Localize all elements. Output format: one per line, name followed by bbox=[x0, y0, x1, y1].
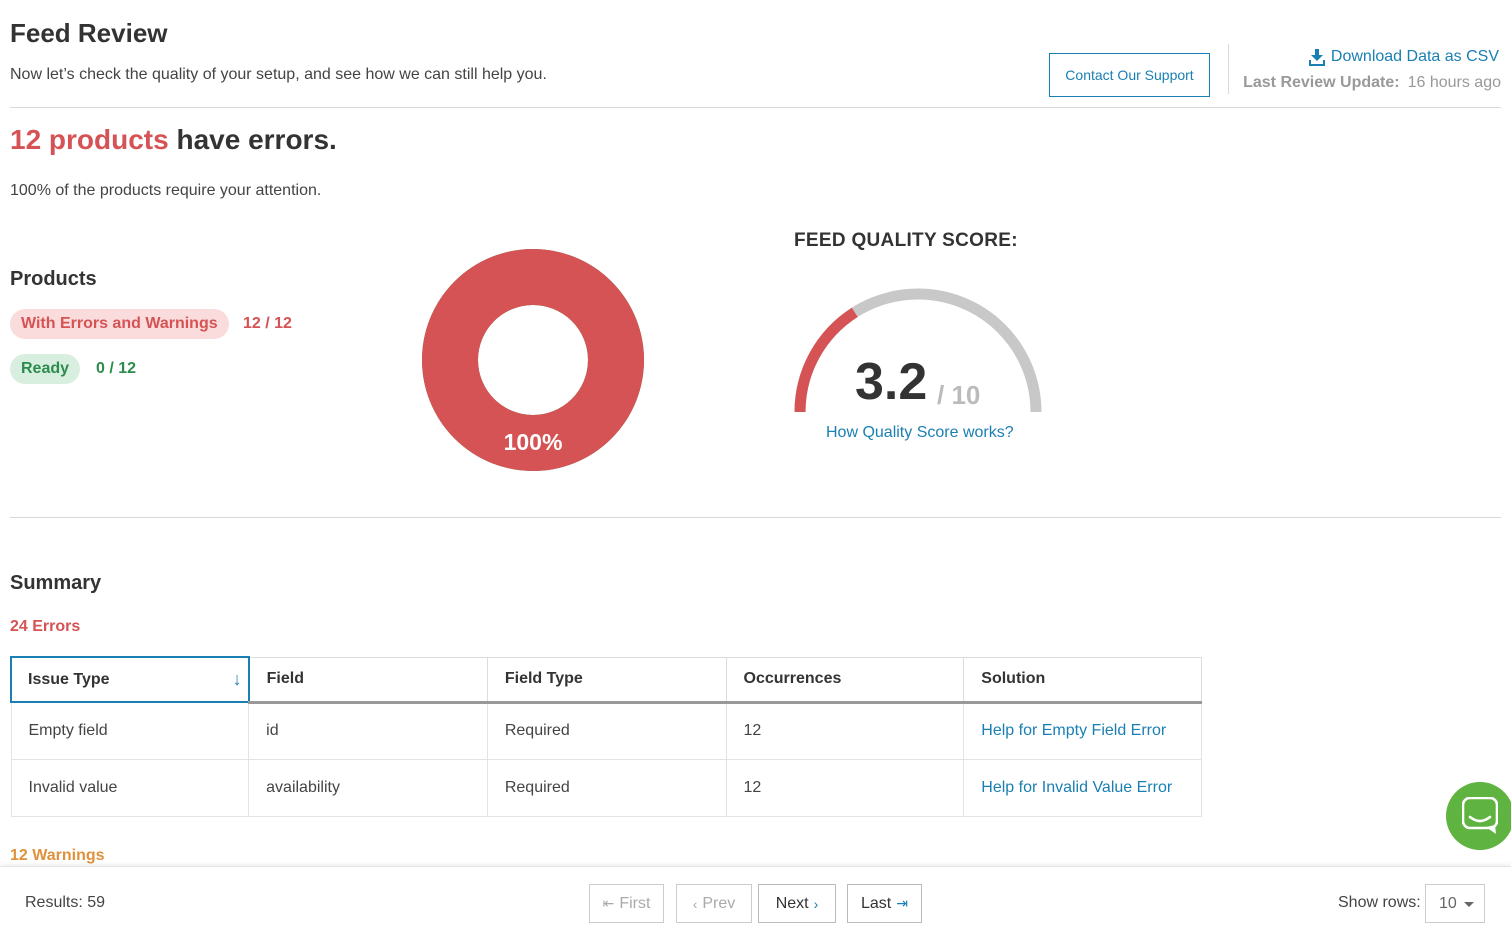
cell-field: id bbox=[248, 701, 488, 760]
donut-errors-ring bbox=[422, 249, 644, 471]
col-header-label: Issue Type bbox=[28, 670, 110, 688]
next-label: Next bbox=[775, 894, 809, 912]
last-review-value: 16 hours ago bbox=[1407, 74, 1501, 91]
summary-title: Summary bbox=[10, 572, 102, 594]
header-divider bbox=[1228, 44, 1229, 94]
col-header-field[interactable]: Field bbox=[248, 656, 488, 704]
cell-field-type: Required bbox=[486, 701, 727, 760]
prev-label: Prev bbox=[702, 894, 736, 912]
first-page-button[interactable]: ⇤ First bbox=[589, 884, 664, 923]
page-title: Feed Review bbox=[10, 18, 168, 48]
rows-per-page-value: 10 bbox=[1439, 894, 1457, 912]
show-rows-label: Show rows: bbox=[1338, 894, 1421, 911]
prev-page-button[interactable]: ‹ Prev bbox=[676, 884, 752, 923]
cell-occurrences: 12 bbox=[725, 701, 965, 760]
quality-score-max: / 10 bbox=[937, 380, 981, 410]
col-header-field-type[interactable]: Field Type bbox=[486, 656, 727, 704]
ready-badge[interactable]: Ready bbox=[10, 354, 81, 384]
table-header-row: Issue Type ↓ Field Field Type Occurrences… bbox=[10, 656, 1202, 704]
col-header-solution[interactable]: Solution bbox=[963, 656, 1202, 704]
chevron-left-icon: ‹ bbox=[692, 895, 698, 912]
products-title: Products bbox=[10, 268, 97, 290]
cell-solution-link[interactable]: Help for Invalid Value Error bbox=[963, 758, 1202, 817]
col-header-occurrences[interactable]: Occurrences bbox=[725, 656, 965, 704]
warnings-count: 12 Warnings bbox=[10, 847, 105, 864]
last-review-label: Last Review Update: bbox=[1243, 74, 1400, 91]
rows-per-page-select[interactable]: 10 bbox=[1425, 884, 1485, 923]
last-label: Last bbox=[861, 894, 892, 912]
errors-count: 24 Errors bbox=[10, 618, 81, 635]
errors-headline-rest: have errors. bbox=[176, 124, 337, 155]
page-header: Feed Review Now let’s check the quality … bbox=[10, 0, 1501, 108]
last-page-icon: ⇥ bbox=[896, 895, 908, 911]
errors-headline: 12 products have errors. bbox=[10, 124, 337, 156]
section-divider bbox=[10, 517, 1501, 518]
attention-text: 100% of the products require your attent… bbox=[10, 182, 322, 199]
next-page-button[interactable]: Next › bbox=[758, 884, 836, 923]
chat-launcher-button[interactable] bbox=[1446, 782, 1511, 850]
ready-count: 0 / 12 bbox=[96, 360, 137, 377]
first-page-icon: ⇤ bbox=[602, 895, 615, 911]
cell-solution-link[interactable]: Help for Empty Field Error bbox=[963, 701, 1202, 760]
errors-warnings-badge[interactable]: With Errors and Warnings bbox=[10, 309, 229, 339]
quality-score-value: 3.2 bbox=[855, 353, 928, 411]
errors-table: Issue Type ↓ Field Field Type Occurrences… bbox=[10, 656, 1202, 817]
gauge-fill bbox=[794, 307, 858, 413]
cell-occurrences: 12 bbox=[725, 758, 965, 817]
cell-field-type: Required bbox=[486, 758, 727, 817]
caret-down-icon bbox=[1464, 902, 1474, 907]
products-donut-chart: 100% bbox=[422, 249, 644, 471]
last-page-button[interactable]: Last ⇥ bbox=[847, 884, 922, 923]
cell-issue-type: Empty field bbox=[10, 701, 250, 760]
download-icon bbox=[1308, 48, 1325, 66]
how-quality-score-link[interactable]: How Quality Score works? bbox=[826, 424, 1014, 441]
sort-desc-icon: ↓ bbox=[232, 669, 242, 689]
col-header-issue-type[interactable]: Issue Type ↓ bbox=[10, 656, 250, 703]
errors-warnings-count: 12 / 12 bbox=[243, 315, 292, 332]
download-label: Download Data as CSV bbox=[1330, 48, 1499, 65]
first-label: First bbox=[619, 894, 651, 912]
download-csv-link[interactable]: Download Data as CSV bbox=[1308, 48, 1499, 66]
error-products-count: 12 products bbox=[10, 124, 169, 155]
table-row: Empty field id Required 12 Help for Empt… bbox=[10, 701, 1202, 760]
chevron-right-icon: › bbox=[813, 895, 819, 912]
chat-icon bbox=[1462, 797, 1498, 834]
pagination-footer: Results: 59 ⇤ First ‹ Prev Next › Last ⇥ Sho… bbox=[0, 866, 1511, 935]
cell-field: availability bbox=[248, 758, 488, 817]
results-count: Results: 59 bbox=[25, 894, 106, 911]
quality-score-title: FEED QUALITY SCORE: bbox=[794, 230, 1018, 251]
cell-issue-type: Invalid value bbox=[10, 758, 250, 817]
donut-percent-label: 100% bbox=[504, 429, 563, 455]
table-row: Invalid value availability Required 12 H… bbox=[10, 758, 1202, 817]
contact-support-button[interactable]: Contact Our Support bbox=[1049, 53, 1210, 97]
quality-score-gauge bbox=[794, 288, 1042, 413]
last-review-update: Last Review Update: 16 hours ago bbox=[1243, 74, 1501, 92]
page-subtitle: Now let’s check the quality of your setu… bbox=[10, 66, 547, 83]
